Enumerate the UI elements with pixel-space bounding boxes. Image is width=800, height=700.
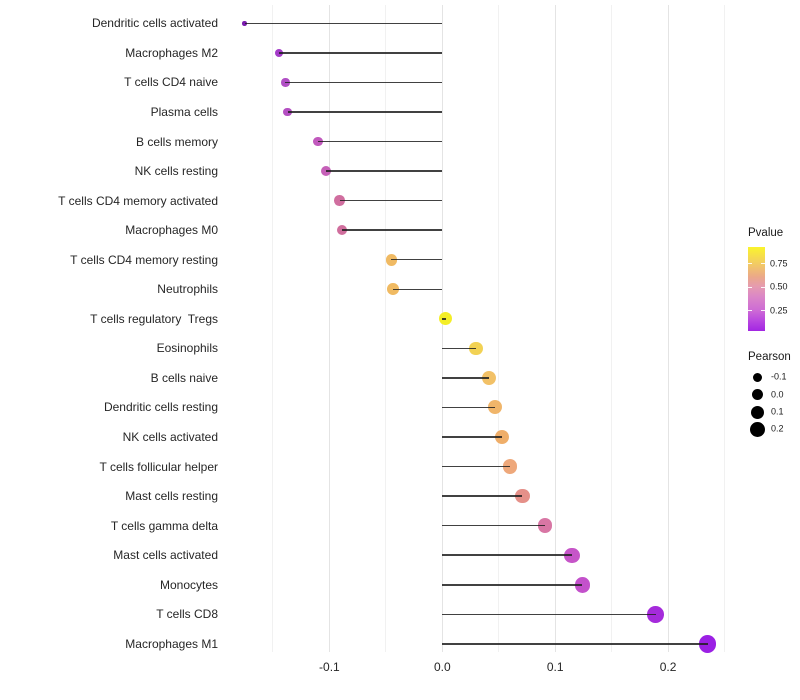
y-axis-label: Monocytes (159, 577, 218, 592)
pearson-size-label: 0.0 (771, 389, 784, 400)
y-axis-label: T cells follicular helper (99, 459, 219, 474)
lollipop-stick (442, 584, 583, 586)
pearson-legend-title: Pearson (748, 351, 791, 363)
pearson-size-label: -0.1 (771, 371, 787, 382)
pvalue-colorbar-tickmark-left (748, 310, 752, 311)
x-tick-label: 0.1 (546, 660, 564, 674)
pvalue-colorbar-tickmark-right (761, 263, 765, 264)
y-axis-label: Eosinophils (156, 341, 218, 356)
x-tick-label: 0.2 (659, 660, 677, 674)
pvalue-colorbar-tickmark-right (761, 310, 765, 311)
minor-gridline (272, 5, 274, 652)
data-point-dot (321, 166, 331, 177)
major-gridline (667, 5, 669, 652)
minor-gridline (498, 5, 500, 652)
pvalue-tick-label: 0.50 (770, 281, 788, 292)
data-point-dot (274, 48, 283, 57)
y-axis-label: Dendritic cells activated (91, 16, 218, 31)
lollipop-stick (287, 111, 443, 113)
y-axis-label: Mast cells resting (125, 489, 218, 504)
lollipop-stick (442, 406, 496, 409)
y-axis-label: Macrophages M0 (125, 223, 218, 238)
pvalue-colorbar-tickmark-left (748, 263, 752, 264)
lollipop-stick (285, 81, 443, 84)
y-axis-label: Mast cells activated (113, 548, 218, 563)
y-axis-label: B cells naive (150, 370, 218, 385)
data-point-dot (385, 253, 398, 266)
pearson-size-dot (750, 405, 764, 419)
y-axis-label: NK cells activated (122, 430, 218, 444)
data-point-dot (336, 224, 348, 236)
major-gridline (441, 5, 443, 652)
y-axis-label: T cells regulatory Tregs (90, 311, 218, 326)
minor-gridline (611, 5, 613, 652)
y-axis-label: T cells CD4 memory resting (70, 252, 218, 267)
data-point-dot (469, 341, 483, 356)
y-axis-label: NK cells resting (134, 164, 218, 179)
pearson-size-dot (751, 389, 763, 401)
x-tick-label: 0.0 (433, 660, 451, 674)
pvalue-tick-label: 0.75 (770, 258, 788, 268)
pearson-size-label: 0.2 (771, 423, 784, 434)
pearson-size-dot (752, 372, 762, 382)
y-axis-label: Dendritic cells resting (103, 400, 218, 415)
major-gridline (554, 5, 556, 652)
lollipop-stick (442, 524, 546, 527)
pvalue-tick-label: 0.25 (770, 305, 788, 315)
lollipop-stick (442, 495, 523, 497)
data-point-dot (439, 312, 453, 326)
lollipop-stick (339, 199, 443, 202)
y-axis-label: T cells gamma delta (110, 518, 218, 533)
pvalue-colorbar-tickmark-right (761, 286, 765, 288)
data-point-dot (481, 370, 496, 385)
y-axis-label: Macrophages M2 (125, 45, 218, 60)
data-point-dot (647, 605, 664, 623)
lollipop-stick (278, 52, 443, 54)
y-axis-label: T cells CD4 memory activated (58, 193, 218, 208)
data-point-dot (495, 429, 510, 445)
lollipop-stick (442, 436, 503, 438)
lollipop-stick (341, 229, 443, 231)
pearson-size-label: 0.1 (771, 406, 784, 417)
data-point-dot (537, 518, 553, 534)
data-point-dot (313, 136, 323, 147)
minor-gridline (385, 5, 387, 652)
lollipop-stick (442, 347, 477, 350)
pvalue-colorbar (748, 247, 765, 331)
lollipop-stick (392, 288, 443, 290)
lollipop-stick (442, 643, 708, 645)
lollipop-stick (442, 318, 446, 320)
lollipop-stick (442, 613, 656, 616)
pearson-size-dot (749, 421, 765, 437)
data-point-dot (283, 107, 292, 117)
lollipop-stick (326, 170, 443, 172)
lollipop-stick (318, 140, 443, 143)
y-axis-label: T cells CD8 (156, 607, 218, 622)
x-tick-label: -0.1 (319, 660, 340, 674)
minor-gridline (724, 5, 726, 652)
y-axis-label: Neutrophils (157, 282, 218, 297)
y-axis-label: Plasma cells (150, 104, 218, 119)
major-gridline (328, 5, 330, 652)
y-axis-label: T cells CD4 naive (124, 75, 218, 90)
pvalue-colorbar-tickmark-left (748, 286, 752, 288)
lollipop-stick (442, 377, 489, 379)
lollipop-stick (244, 22, 443, 25)
y-axis-label: Macrophages M1 (125, 636, 218, 651)
lollipop-stick (442, 465, 511, 468)
pvalue-legend-title: Pvalue (748, 227, 784, 239)
lollipop-stick (442, 554, 573, 556)
data-point-dot (502, 459, 518, 474)
lollipop-stick (391, 258, 443, 261)
y-axis-label: B cells memory (135, 134, 218, 149)
